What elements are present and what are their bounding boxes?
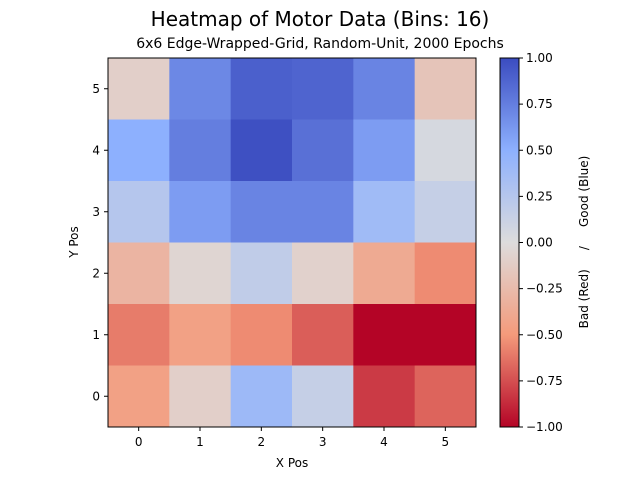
- y-axis-label: Y Pos: [67, 226, 81, 259]
- colorbar-tick-label: −0.50: [526, 328, 563, 342]
- heatmap-cell-x3-y5: [292, 58, 354, 120]
- heatmap-cell-x4-y2: [353, 242, 416, 305]
- heatmap-cell-x5-y4: [414, 119, 477, 182]
- heatmap-cell-x2-y3: [230, 181, 293, 243]
- colorbar-label: Bad (Red) / Good (Blue): [577, 156, 591, 329]
- heatmap-cell-x3-y1: [292, 304, 354, 366]
- heatmap-cell-x5-y2: [414, 242, 477, 305]
- heatmap-cell-x0-y0: [108, 365, 170, 428]
- heatmap-cell-x3-y4: [292, 119, 354, 182]
- heatmap-cell-x3-y3: [292, 181, 354, 243]
- plot-frame: [107, 57, 477, 428]
- heatmap-cell-x0-y5: [108, 58, 170, 120]
- chart-subtitle: 6x6 Edge-Wrapped-Grid, Random-Unit, 2000…: [136, 36, 504, 52]
- heatmap-cell-x5-y1: [414, 304, 477, 366]
- colorbar-tick-label: 0.50: [526, 143, 553, 157]
- colorbar-tick-label: −1.00: [526, 420, 563, 434]
- heatmap-cell-x1-y0: [169, 365, 232, 428]
- colorbar-tick-label: 0.00: [526, 236, 553, 250]
- y-tick-label: 3: [92, 205, 100, 219]
- heatmap-cell-x2-y2: [230, 242, 293, 305]
- x-axis-label: X Pos: [276, 456, 308, 470]
- heatmap-cell-x4-y0: [353, 365, 416, 428]
- chart-title: Heatmap of Motor Data (Bins: 16): [150, 7, 490, 31]
- heatmap-cell-x4-y4: [353, 119, 416, 182]
- heatmap-cell-x5-y0: [414, 365, 477, 428]
- heatmap-cell-x5-y3: [414, 181, 477, 243]
- heatmap-cell-x2-y4: [230, 119, 293, 182]
- heatmap-cell-x4-y1: [353, 304, 416, 366]
- y-tick-label: 1: [92, 328, 100, 342]
- x-tick-label: 0: [135, 435, 143, 449]
- x-tick-label: 2: [258, 435, 266, 449]
- heatmap-cell-x5-y5: [414, 58, 477, 120]
- y-tick-label: 4: [92, 143, 100, 157]
- heatmap-cell-x2-y0: [230, 365, 293, 428]
- colorbar-tick-label: 0.75: [526, 97, 553, 111]
- y-tick-label: 0: [92, 389, 100, 403]
- colorbar-tick-label: −0.75: [526, 374, 563, 388]
- y-tick-label: 5: [92, 82, 100, 96]
- x-tick-label: 4: [380, 435, 388, 449]
- colorbar: [499, 57, 520, 428]
- heatmap-cell-x1-y5: [169, 58, 232, 120]
- heatmap-cell-x0-y4: [108, 119, 170, 182]
- heatmap-cell-x1-y2: [169, 242, 232, 305]
- x-tick-label: 3: [319, 435, 327, 449]
- x-tick-label: 1: [196, 435, 204, 449]
- heatmap-cell-x4-y5: [353, 58, 416, 120]
- x-tick-label: 5: [442, 435, 450, 449]
- heatmap-cell-x3-y2: [292, 242, 354, 305]
- heatmap-cell-x2-y1: [230, 304, 293, 366]
- heatmap-cell-x1-y3: [169, 181, 232, 243]
- colorbar-tick-label: 1.00: [526, 51, 553, 65]
- heatmap-cell-x1-y4: [169, 119, 232, 182]
- colorbar-tick-label: −0.25: [526, 282, 563, 296]
- heatmap-cell-x0-y2: [108, 242, 170, 305]
- heatmap-cell-x1-y1: [169, 304, 232, 366]
- heatmap-cell-x4-y3: [353, 181, 416, 243]
- y-tick-label: 2: [92, 266, 100, 280]
- heatmap-cell-x2-y5: [230, 58, 293, 120]
- heatmap-cell-x0-y3: [108, 181, 170, 243]
- heatmap-cell-x0-y1: [108, 304, 170, 366]
- colorbar-tick-label: 0.25: [526, 189, 553, 203]
- heatmap-cell-x3-y0: [292, 365, 354, 428]
